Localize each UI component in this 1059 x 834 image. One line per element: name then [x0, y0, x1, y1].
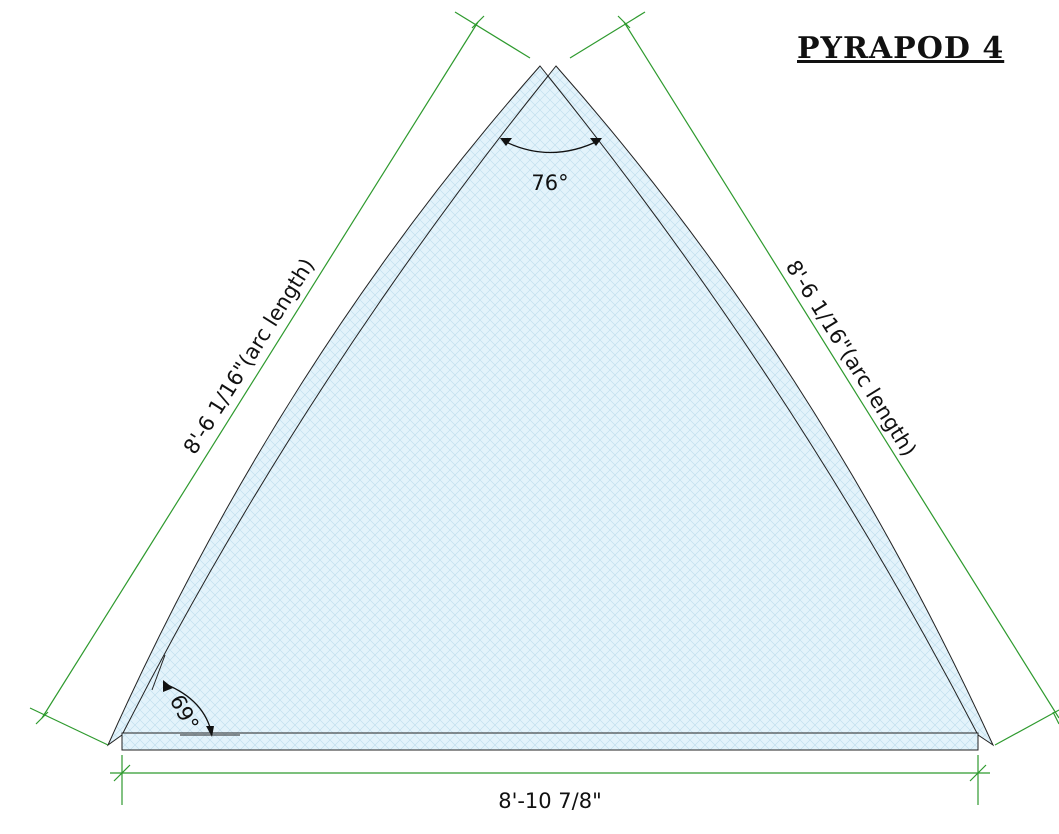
extension-line [29, 707, 109, 746]
ticks [35, 15, 1059, 782]
extension-line [994, 709, 1059, 746]
dimension-line [41, 21, 479, 719]
arrowheads [500, 138, 602, 146]
inner-edge [547, 75, 979, 736]
inner-edge [121, 75, 549, 736]
dimension-line [623, 21, 1059, 719]
angle-arc [501, 139, 601, 154]
extension-line [454, 11, 531, 59]
panel [106, 65, 995, 751]
base-strip [121, 732, 979, 751]
extension-line [569, 11, 646, 59]
dimension-label: 8'-10 7/8" [498, 789, 602, 813]
panel-outline [106, 65, 995, 747]
edge-mark [151, 654, 166, 691]
title: PYRAPOD 4 [797, 31, 1004, 66]
angle-label: 76° [531, 171, 568, 195]
arrowheads [163, 680, 214, 737]
